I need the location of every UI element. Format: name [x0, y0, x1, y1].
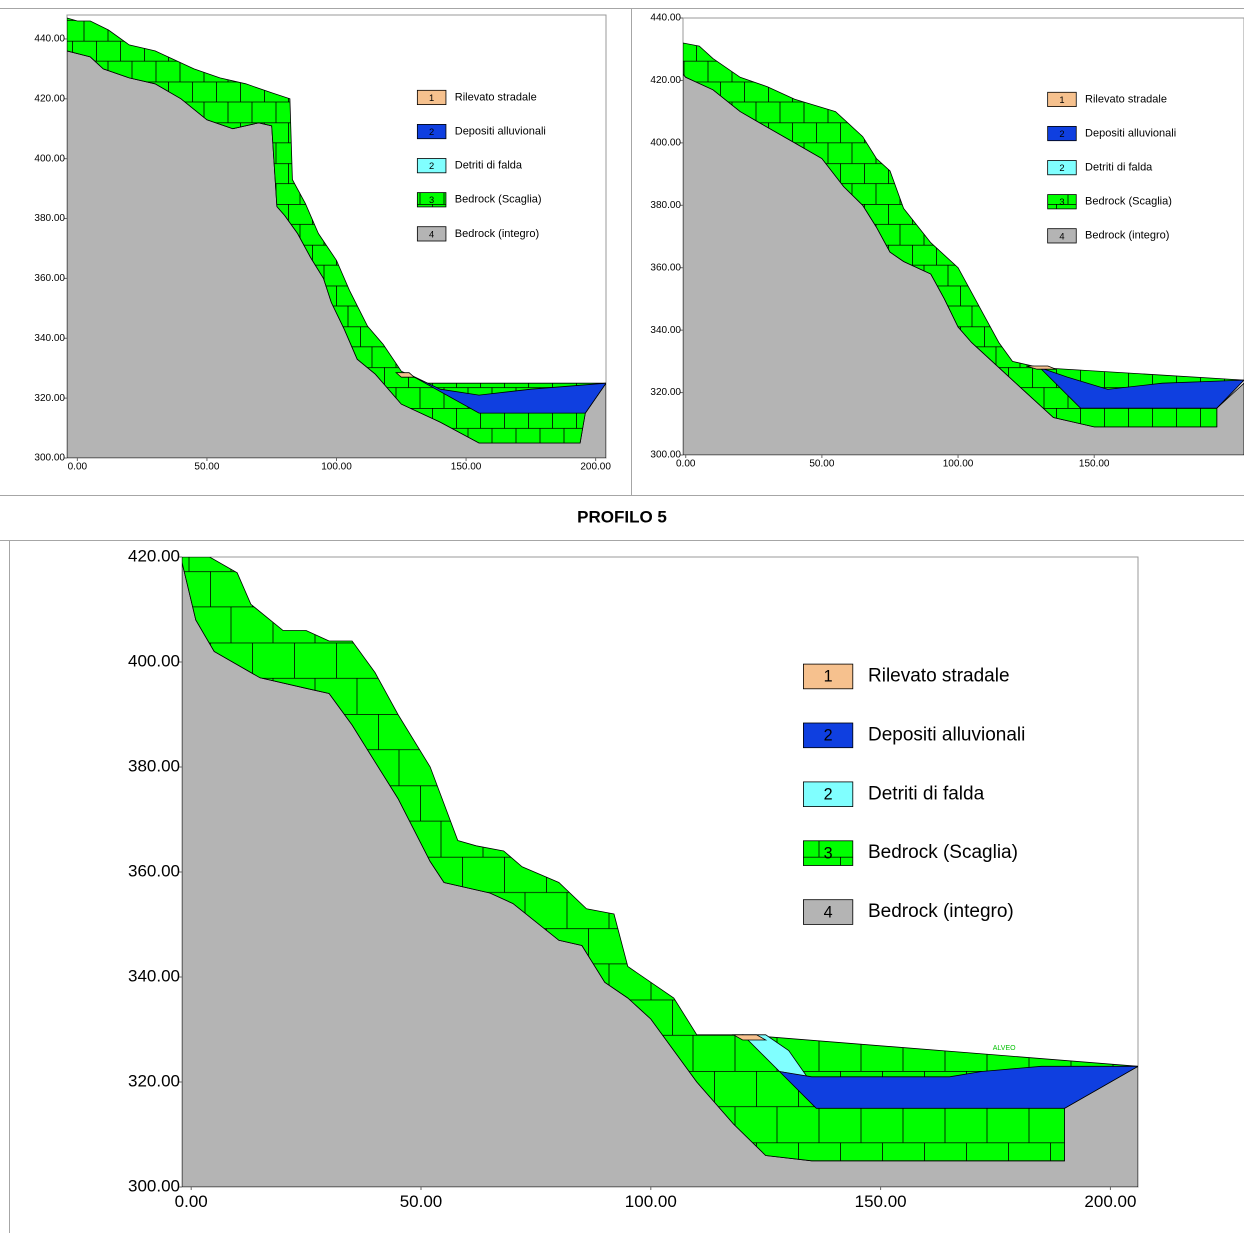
y-tick-label: 380.00	[34, 213, 65, 224]
legend-label: Bedrock (integro)	[455, 228, 539, 240]
y-tick-label: 300.00	[34, 453, 65, 464]
y-tick-label: 400.00	[650, 137, 681, 148]
legend-label: Bedrock (integro)	[1085, 230, 1169, 242]
legend-label: Bedrock (Scaglia)	[868, 842, 1018, 863]
x-tick-label: 0.00	[68, 462, 88, 473]
legend-number: 2	[1059, 163, 1064, 173]
x-tick-label: 200.00	[1084, 1192, 1136, 1211]
y-tick-label: 400.00	[34, 153, 65, 164]
y-tick-label: 300.00	[128, 1176, 180, 1195]
y-tick-label: 420.00	[650, 75, 681, 86]
y-tick-label: 320.00	[128, 1071, 180, 1090]
x-tick-label: 0.00	[676, 459, 696, 470]
x-tick-label: 0.00	[175, 1192, 208, 1211]
legend-number: 1	[429, 93, 434, 103]
legend-label: Bedrock (Scaglia)	[455, 194, 542, 206]
x-tick-label: 100.00	[321, 462, 352, 473]
chart: 300.00320.00340.00360.00380.00400.00420.…	[128, 546, 1138, 1210]
chart: 300.00320.00340.00360.00380.00400.00420.…	[34, 15, 611, 473]
legend-number: 1	[824, 668, 833, 686]
legend-label: Depositi alluvionali	[455, 125, 546, 137]
y-tick-label: 320.00	[34, 393, 65, 404]
legend-number: 2	[824, 786, 833, 804]
y-tick-label: 340.00	[650, 325, 681, 336]
y-tick-label: 360.00	[34, 273, 65, 284]
x-tick-label: 50.00	[400, 1192, 443, 1211]
chart: 300.00320.00340.00360.00380.00400.00420.…	[650, 13, 1244, 470]
x-tick-label: 150.00	[451, 462, 482, 473]
legend-label: Rilevato stradale	[455, 91, 537, 103]
page: PROFILO 5 300.00320.00340.00360.00380.00…	[0, 0, 1244, 1233]
y-tick-label: 440.00	[34, 34, 65, 45]
legend-number: 2	[429, 127, 434, 137]
x-tick-label: 50.00	[194, 462, 219, 473]
y-tick-label: 360.00	[128, 861, 180, 880]
legend-number: 4	[824, 903, 833, 921]
y-tick-label: 320.00	[650, 387, 681, 398]
x-tick-label: 50.00	[809, 459, 834, 470]
legend-number: 2	[1059, 129, 1064, 139]
y-tick-label: 400.00	[128, 651, 180, 670]
y-tick-label: 440.00	[650, 13, 681, 24]
y-tick-label: 420.00	[128, 546, 180, 565]
document: PROFILO 5 300.00320.00340.00360.00380.00…	[0, 0, 1244, 1233]
legend-label: Depositi alluvionali	[868, 724, 1025, 745]
legend-label: Bedrock (Scaglia)	[1085, 196, 1172, 208]
legend-number: 3	[824, 844, 833, 862]
legend-label: Bedrock (integro)	[868, 901, 1014, 922]
legend-label: Detriti di falda	[868, 783, 985, 804]
legend-label: Rilevato stradale	[868, 665, 1010, 686]
x-tick-label: 200.00	[580, 462, 611, 473]
x-tick-label: 150.00	[855, 1192, 907, 1211]
legend-number: 3	[1059, 197, 1064, 207]
legend-label: Detriti di falda	[455, 160, 523, 172]
y-tick-label: 380.00	[128, 756, 180, 775]
legend-label: Depositi alluvionali	[1085, 127, 1176, 139]
x-tick-label: 100.00	[625, 1192, 677, 1211]
y-tick-label: 340.00	[128, 966, 180, 985]
legend-label: Rilevato stradale	[1085, 93, 1167, 105]
section-title: PROFILO 5	[577, 507, 667, 526]
legend-label: Detriti di falda	[1085, 162, 1153, 174]
legend-number: 4	[429, 229, 434, 239]
legend-number: 1	[1059, 95, 1064, 105]
x-tick-label: 100.00	[943, 459, 974, 470]
y-tick-label: 340.00	[34, 333, 65, 344]
y-tick-label: 420.00	[34, 93, 65, 104]
y-tick-label: 360.00	[650, 262, 681, 273]
legend-number: 3	[429, 195, 434, 205]
y-tick-label: 380.00	[650, 200, 681, 211]
x-tick-label: 150.00	[1079, 459, 1110, 470]
annotation: ALVEO	[993, 1045, 1016, 1052]
legend-number: 2	[824, 727, 833, 745]
legend-number: 2	[429, 161, 434, 171]
legend-number: 4	[1059, 231, 1064, 241]
